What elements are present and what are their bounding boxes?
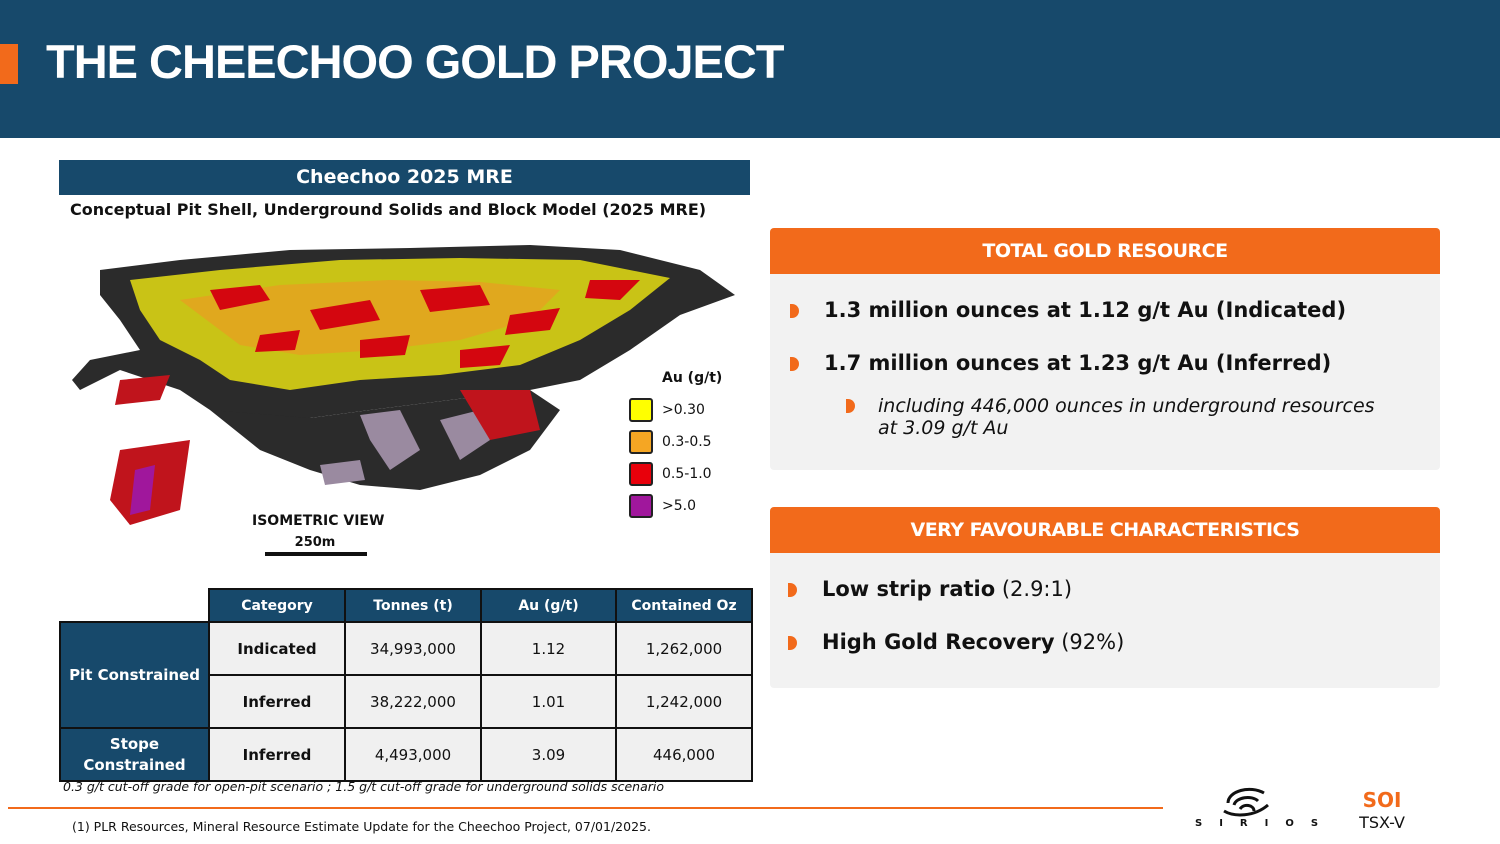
- legend-item: >0.30: [629, 398, 705, 422]
- cell: 3.09: [480, 727, 617, 782]
- scale-bar: [265, 552, 367, 556]
- characteristics-panel: VERY FAVOURABLE CHARACTERISTICS Low stri…: [770, 507, 1440, 688]
- legend-item: 0.3-0.5: [629, 430, 712, 454]
- cell: Inferred: [208, 727, 346, 782]
- cell: 446,000: [615, 727, 753, 782]
- legend-swatch: [629, 494, 653, 518]
- legend-label: >5.0: [662, 498, 696, 514]
- group-cell: Pit Constrained: [59, 621, 210, 729]
- cell: Inferred: [208, 674, 346, 729]
- legend-swatch: [629, 398, 653, 422]
- column-header: Au (g/t): [480, 588, 617, 623]
- legend-title: Au (g/t): [662, 370, 723, 386]
- logo-text: SIRIOS: [1195, 818, 1336, 829]
- legend-label: 0.3-0.5: [662, 434, 712, 450]
- legend-label: 0.5-1.0: [662, 466, 712, 482]
- bullet-bold: Low strip ratio: [822, 577, 996, 601]
- panel-title: VERY FAVOURABLE CHARACTERISTICS: [770, 507, 1440, 553]
- header-accent: [0, 44, 18, 84]
- cell: 1,262,000: [615, 621, 753, 676]
- row: Pit Constrained Indicated 34,993,000 1.1…: [59, 621, 753, 729]
- cell: 1,242,000: [615, 674, 753, 729]
- bullet-bold: High Gold Recovery: [822, 630, 1055, 654]
- column-header: Category: [208, 588, 346, 623]
- bullet-text: 1.3 million ounces at 1.12 g/t Au (Indic…: [824, 298, 1347, 322]
- legend-label: >0.30: [662, 402, 705, 418]
- slide-title: THE CHEECHOO GOLD PROJECT: [46, 35, 785, 88]
- table-note: 0.3 g/t cut-off grade for open-pit scena…: [63, 779, 665, 794]
- scale-label: 250m: [294, 535, 336, 550]
- exchange: TSX-V: [1359, 813, 1405, 832]
- column-header: Contained Oz: [615, 588, 753, 623]
- sub-bullet: including 446,000 ounces in underground …: [846, 395, 1396, 439]
- legend-swatch: [629, 462, 653, 486]
- cell: 38,222,000: [344, 674, 482, 729]
- mre-table: Category Tonnes (t) Au (g/t) Contained O…: [59, 588, 753, 782]
- bullet: High Gold Recovery (92%): [788, 630, 1124, 654]
- source-note: (1) PLR Resources, Mineral Resource Esti…: [72, 819, 651, 834]
- cell: 1.12: [480, 621, 617, 676]
- legend-item: 0.5-1.0: [629, 462, 712, 486]
- mre-subtitle: Conceptual Pit Shell, Underground Solids…: [70, 200, 707, 219]
- bullet: Low strip ratio (2.9:1): [788, 577, 1072, 601]
- sub-bullet-text: including 446,000 ounces in underground …: [878, 395, 1375, 439]
- legend-swatch: [629, 430, 653, 454]
- cell: Indicated: [208, 621, 346, 676]
- ticker: SOI: [1362, 788, 1402, 812]
- cell: 34,993,000: [344, 621, 482, 676]
- blank-cell: [60, 589, 209, 623]
- header-bar: [0, 0, 1500, 138]
- bullet-text: 1.7 million ounces at 1.23 g/t Au (Infer…: [824, 351, 1332, 375]
- logo-mark: [1223, 787, 1269, 817]
- bullet-text: (92%): [1061, 630, 1125, 654]
- resource-panel: TOTAL GOLD RESOURCE 1.3 million ounces a…: [770, 228, 1440, 470]
- row: Stope Constrained Inferred 4,493,000 3.0…: [59, 727, 753, 782]
- legend-item: >5.0: [629, 494, 696, 518]
- group-cell: Stope Constrained: [59, 727, 210, 782]
- column-header: Tonnes (t): [344, 588, 482, 623]
- mre-title: Cheechoo 2025 MRE: [59, 160, 750, 195]
- cell: 4,493,000: [344, 727, 482, 782]
- header-row: Category Tonnes (t) Au (g/t) Contained O…: [60, 588, 753, 623]
- bullet: 1.7 million ounces at 1.23 g/t Au (Infer…: [790, 351, 1331, 375]
- panel-title: TOTAL GOLD RESOURCE: [770, 228, 1440, 274]
- bullet-text: (2.9:1): [1001, 577, 1073, 601]
- footer-rule: [8, 807, 1163, 809]
- bullet: 1.3 million ounces at 1.12 g/t Au (Indic…: [790, 298, 1346, 322]
- view-label: ISOMETRIC VIEW: [252, 513, 385, 529]
- cell: 1.01: [480, 674, 617, 729]
- isometric-model: [72, 245, 735, 525]
- row: Inferred 38,222,000 1.01 1,242,000: [60, 674, 753, 729]
